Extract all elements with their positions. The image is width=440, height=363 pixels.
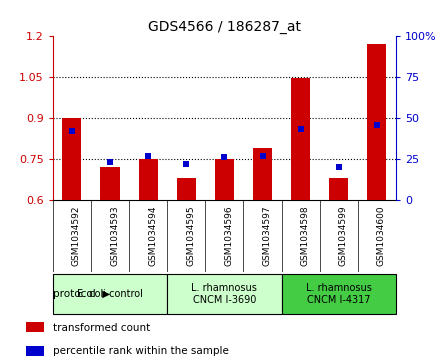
Point — [68, 128, 75, 134]
Text: GSM1034600: GSM1034600 — [377, 205, 386, 266]
Bar — [177, 178, 196, 200]
Text: L. rhamnosus
CNCM I-3690: L. rhamnosus CNCM I-3690 — [191, 283, 257, 305]
Bar — [100, 167, 120, 200]
FancyBboxPatch shape — [282, 274, 396, 314]
Bar — [62, 118, 81, 200]
Text: E. coli control: E. coli control — [77, 289, 143, 299]
Bar — [26, 322, 44, 333]
Title: GDS4566 / 186287_at: GDS4566 / 186287_at — [148, 20, 301, 34]
Text: GSM1034596: GSM1034596 — [224, 205, 233, 266]
FancyBboxPatch shape — [167, 274, 282, 314]
Text: L. rhamnosus
CNCM I-4317: L. rhamnosus CNCM I-4317 — [306, 283, 372, 305]
Text: GSM1034595: GSM1034595 — [186, 205, 195, 266]
Bar — [329, 178, 348, 200]
Text: GSM1034597: GSM1034597 — [263, 205, 271, 266]
Point — [335, 164, 342, 170]
Point — [374, 122, 381, 127]
FancyBboxPatch shape — [53, 274, 167, 314]
Point — [259, 152, 266, 158]
Bar — [215, 159, 234, 200]
Point — [106, 159, 114, 165]
Point — [145, 152, 152, 158]
Point — [183, 161, 190, 167]
Text: GSM1034599: GSM1034599 — [339, 205, 348, 266]
Text: GSM1034598: GSM1034598 — [301, 205, 310, 266]
Point — [297, 127, 304, 132]
Text: GSM1034594: GSM1034594 — [148, 206, 157, 266]
Bar — [139, 159, 158, 200]
Text: protocol  ▶: protocol ▶ — [53, 289, 110, 299]
Point — [221, 154, 228, 160]
Bar — [367, 45, 386, 200]
Bar — [26, 346, 44, 356]
Bar — [291, 78, 310, 200]
Bar — [253, 148, 272, 200]
Text: transformed count: transformed count — [53, 323, 150, 333]
Text: percentile rank within the sample: percentile rank within the sample — [53, 346, 229, 356]
Text: GSM1034592: GSM1034592 — [72, 206, 81, 266]
Text: GSM1034593: GSM1034593 — [110, 205, 119, 266]
